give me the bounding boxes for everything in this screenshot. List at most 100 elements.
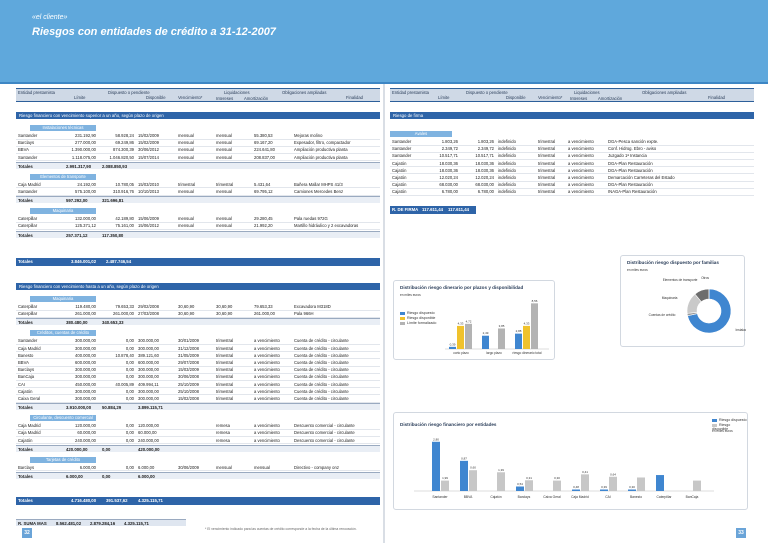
table-cell: mensual xyxy=(214,222,252,231)
table-cell: a vencimiento xyxy=(252,429,292,438)
entity-bar-label: 1,99 xyxy=(442,476,448,480)
term-legend-disponible: Riesgo disponible xyxy=(400,316,435,320)
table-cell: indefinido xyxy=(496,173,536,182)
table-cell: 310.916,76 xyxy=(98,187,136,196)
table-cell: 79.653,33 xyxy=(252,303,292,311)
report-title: Riesgos con entidades de crédito a 31-12… xyxy=(32,26,276,38)
table-cell: 29/07/2008 xyxy=(176,358,214,367)
table-row: Santander 10.517,71 10.517,71 indefinido tri… xyxy=(390,152,754,161)
table-cell: Ampliación productiva planta xyxy=(292,153,380,162)
col-entidad-r: Entidad prestamista xyxy=(392,90,430,95)
total-signature-label: R. DE FIRMA xyxy=(392,207,419,212)
table-cell: trimestral xyxy=(536,159,566,168)
table-cell: 120.000,00 xyxy=(60,422,98,430)
group-table: Santander 300.000,00 0,00 300.000,00 30/01/2… xyxy=(16,337,380,403)
table-cell: 6.000,00 xyxy=(60,463,98,472)
table-cell: a vencimiento xyxy=(566,159,606,168)
table-cell: Cajatón xyxy=(390,181,432,189)
group-header: Tarjetas de crédito xyxy=(30,456,96,463)
group-header: Circulante, descuento comercial xyxy=(30,415,96,422)
term-bar-label: 4,33 xyxy=(524,321,530,325)
table-row: Banesto 400.000,00 10.878,40 389.121,60 31/0… xyxy=(16,351,380,360)
table-cell: 30/06/2008 xyxy=(176,373,214,382)
grand-total-drawn: 2.879.284,16 xyxy=(90,521,116,526)
term-bar-label: 3,85 xyxy=(499,324,505,328)
table-cell: Juzgado 1ª Instancia xyxy=(606,152,754,161)
table-cell: 5.431,64 xyxy=(252,180,292,189)
table-row: Caterpillar 132.000,00 42.189,80 15/06/2009… xyxy=(16,215,380,223)
table-cell: 409.994,11 xyxy=(136,380,176,389)
table-cell: Cajatón xyxy=(390,159,432,168)
table-cell: 69.249,86 xyxy=(98,139,136,147)
entity-bar-disponible xyxy=(469,470,477,491)
term-category-label: corto plazo xyxy=(453,351,469,355)
table-cell: Cajatón xyxy=(390,166,432,175)
total-long-term-drawn: 2.487.746,54 xyxy=(106,259,132,264)
table-cell: 12.020,24 xyxy=(460,173,496,182)
col-amortizacion-r: Amortización xyxy=(598,96,623,101)
group-total-value: 340.653,33 xyxy=(102,320,124,326)
entity-category-label: Caixa Geral xyxy=(543,495,561,499)
table-cell: 261.000,00 xyxy=(98,310,136,318)
group-total-label: Totales xyxy=(18,198,33,204)
pie-chart: Instalaciones técnicas Cuentas de crédito… xyxy=(649,276,746,334)
group-table: Santander 231.192,90 58.928,24 15/02/2009 me… xyxy=(16,132,380,162)
grand-total-label: R. SUMA MAS xyxy=(18,521,47,526)
col-intereses-r: Intereses xyxy=(570,96,588,101)
table-cell: 10.517,71 xyxy=(432,152,460,161)
table-cell: Caja Madrid xyxy=(16,429,60,438)
table-cell: 0,00 xyxy=(98,429,136,438)
table-cell: 75.161,00 xyxy=(98,222,136,231)
legend-swatch-disponible xyxy=(400,316,405,320)
table-cell: 30,60,90 xyxy=(214,310,252,318)
table-row: Santander 1.118.075,00 1.046.820,50 15/07/2… xyxy=(16,153,380,162)
table-cell: a vencimiento xyxy=(566,166,606,175)
table-cell: Caterpillar xyxy=(16,222,60,231)
table-cell: trimestral xyxy=(536,173,566,182)
table-row: Santander 300.000,00 0,00 300.000,00 30/01/2… xyxy=(16,337,380,346)
col-liquidaciones: Liquidaciones xyxy=(224,90,250,95)
pie-chart-box: Distribución riesgo dispuesto por famili… xyxy=(620,255,746,347)
table-row: BBVA 1.390.000,00 874.300,39 30/06/2012 mens… xyxy=(16,146,380,155)
term-bar-label: 8,56 xyxy=(532,299,538,303)
table-cell: trimestral xyxy=(214,180,252,189)
legend-limite-label: Límite formalizado xyxy=(407,321,437,325)
term-chart-title: Distribución riesgo dinerario por plazos… xyxy=(400,285,524,290)
table-row: Caterpillar 261.000,00 261.000,00 27/03/200… xyxy=(16,310,380,318)
table-cell: trimestral xyxy=(214,351,252,360)
table-cell: 300.000,00 xyxy=(60,387,98,396)
total-long-term-label: Totales xyxy=(18,259,33,264)
table-row: Cajatón 18.030,36 18.030,36 indefinido trime… xyxy=(390,166,754,175)
entity-category-label: CAI xyxy=(605,495,611,499)
table-cell: Cajatón xyxy=(390,188,432,197)
table-cell: Cuenta de crédito - circulante xyxy=(292,366,380,374)
group-table: Caja Madrid 24.192,00 10.780,05 15/03/2010 t… xyxy=(16,180,380,196)
entity-bar-dispuesto xyxy=(628,489,636,491)
table-row: BanCaja 300.000,00 0,00 300.000,00 30/06/200… xyxy=(16,373,380,382)
group-header: Instalaciones técnicas xyxy=(30,125,96,131)
group-total-label: Totales xyxy=(18,232,33,238)
table-cell: a vencimiento xyxy=(566,145,606,153)
table-cell: mensual xyxy=(214,153,252,162)
group-total-value: 6.000,00 xyxy=(138,474,155,479)
group-total: Totales 3.910.000,00 50.884,29 3.899.115,71 xyxy=(16,403,380,411)
term-bar xyxy=(523,325,530,349)
entity-bar-label: 1,39 xyxy=(498,468,504,472)
entity-chart-unit: en miles euros xyxy=(712,429,733,433)
table-row: Caterpillar 125.371,12 75.161,00 15/06/2012… xyxy=(16,222,380,231)
table-cell: Expesador, filtro, compactador xyxy=(292,139,380,147)
table-cell: a vencimiento xyxy=(252,387,292,396)
table-cell: Caixa Geral xyxy=(16,394,60,403)
table-cell: 18.030,36 xyxy=(432,166,460,175)
table-cell: 874.300,39 xyxy=(98,146,136,155)
table-cell: Cuenta de crédito - circulante xyxy=(292,351,380,360)
group-total-value: 420.000,00 xyxy=(138,446,160,452)
table-row: CAI 450.000,00 40.005,89 409.994,11 25/10/20… xyxy=(16,380,380,389)
term-chart-unit: en miles euros xyxy=(400,293,421,297)
table-cell: mensual xyxy=(252,463,292,472)
section-short-term: Riesgo financiero con vencimiento hasta … xyxy=(16,283,380,290)
entity-bar-label: 0,60 xyxy=(470,466,476,470)
table-cell: 25/10/2008 xyxy=(176,387,214,396)
table-cell: mensual xyxy=(214,146,252,155)
